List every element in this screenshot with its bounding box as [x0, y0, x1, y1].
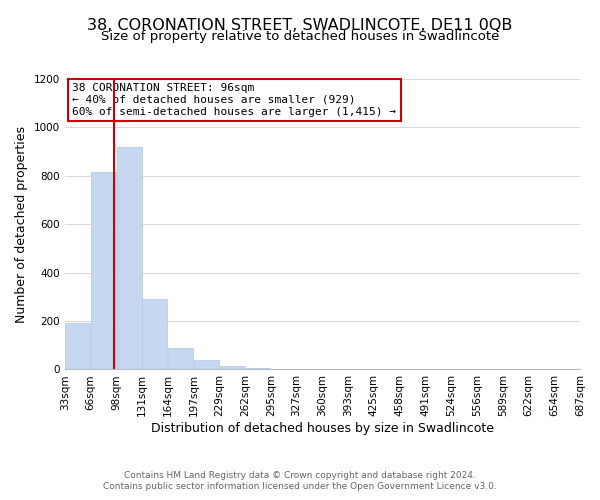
Text: 38 CORONATION STREET: 96sqm
← 40% of detached houses are smaller (929)
60% of se: 38 CORONATION STREET: 96sqm ← 40% of det… [73, 84, 397, 116]
Bar [168, 348, 193, 370]
Bar [65, 324, 90, 370]
Bar [116, 147, 142, 370]
Text: Size of property relative to detached houses in Swadlincote: Size of property relative to detached ho… [101, 30, 499, 43]
Y-axis label: Number of detached properties: Number of detached properties [15, 126, 28, 322]
Bar [245, 368, 271, 370]
X-axis label: Distribution of detached houses by size in Swadlincote: Distribution of detached houses by size … [151, 422, 494, 435]
Bar [194, 360, 219, 370]
Bar [220, 366, 245, 370]
Text: Contains public sector information licensed under the Open Government Licence v3: Contains public sector information licen… [103, 482, 497, 491]
Bar [91, 172, 116, 370]
Text: Contains HM Land Registry data © Crown copyright and database right 2024.: Contains HM Land Registry data © Crown c… [124, 471, 476, 480]
Bar [142, 300, 167, 370]
Text: 38, CORONATION STREET, SWADLINCOTE, DE11 0QB: 38, CORONATION STREET, SWADLINCOTE, DE11… [88, 18, 512, 32]
